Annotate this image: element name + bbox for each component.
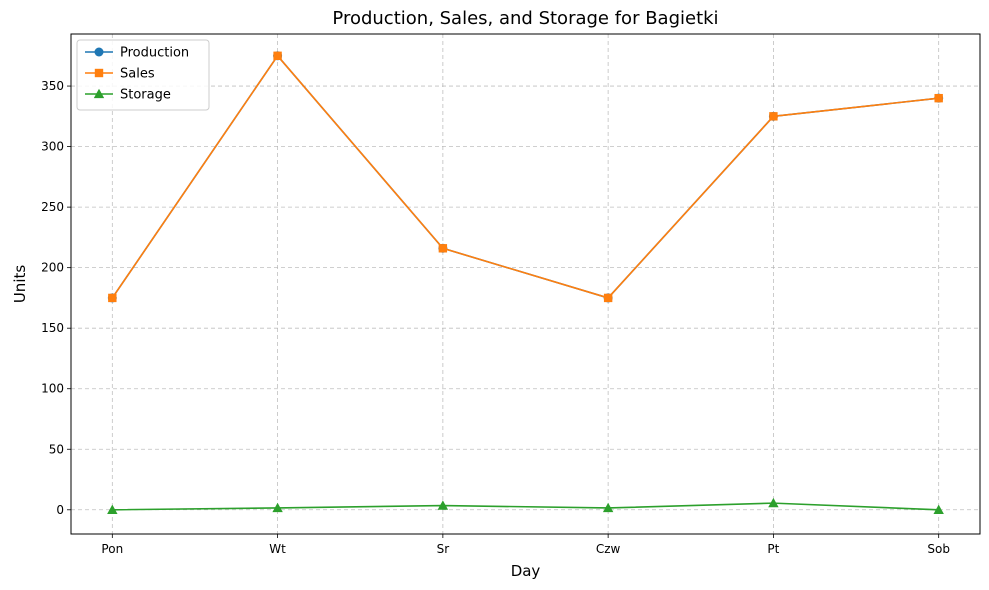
legend-label: Production [120, 46, 189, 61]
y-axis-ticks: 0 50 100 150 200 250 300 350 [41, 79, 71, 517]
legend-marker [93, 88, 105, 99]
y-axis-title: Units [11, 265, 29, 304]
legend-marker [94, 68, 104, 78]
plot-frame [70, 33, 981, 535]
y-tick-label: 100 [41, 382, 64, 396]
legend-box [76, 39, 210, 111]
y-tick-label: 200 [41, 261, 64, 275]
y-tick-label: 250 [41, 200, 64, 214]
legend: Production Sales Storage [76, 39, 210, 111]
x-tick-label: Pon [101, 542, 123, 556]
data-point [603, 293, 613, 303]
data-point [273, 51, 282, 60]
data-point [108, 293, 117, 303]
y-tick-label: 0 [56, 503, 64, 517]
series-lines [107, 51, 944, 514]
x-tick-label: Sob [927, 542, 950, 556]
chart-title: Production, Sales, and Storage for Bagie… [332, 8, 718, 29]
data-point [769, 112, 778, 121]
series-line [111, 54, 939, 299]
data-point [438, 244, 448, 253]
data-point [602, 502, 614, 513]
x-axis-title: Day [511, 562, 541, 580]
x-tick-label: Sr [437, 542, 450, 556]
data-point [437, 500, 449, 510]
y-tick-label: 50 [49, 442, 64, 456]
series-sales [108, 51, 943, 303]
y-tick-label: 150 [41, 321, 64, 335]
y-tick-label: 350 [41, 79, 64, 93]
data-point [272, 502, 283, 513]
legend-label: Storage [120, 88, 171, 103]
legend-marker [94, 47, 104, 57]
data-point [768, 497, 779, 508]
data-point [933, 504, 944, 514]
legend-label: Sales [120, 67, 155, 82]
y-tick-label: 300 [41, 140, 64, 154]
x-tick-label: Wt [269, 542, 286, 556]
x-axis-ticks: Pon Wt Sr Czw Pt Sob [101, 534, 950, 556]
grid [71, 34, 980, 534]
series-line [112, 502, 939, 511]
series-storage [107, 497, 944, 514]
data-point [934, 93, 943, 103]
x-tick-label: Pt [767, 542, 779, 556]
x-tick-label: Czw [596, 542, 621, 556]
data-point [107, 504, 118, 514]
